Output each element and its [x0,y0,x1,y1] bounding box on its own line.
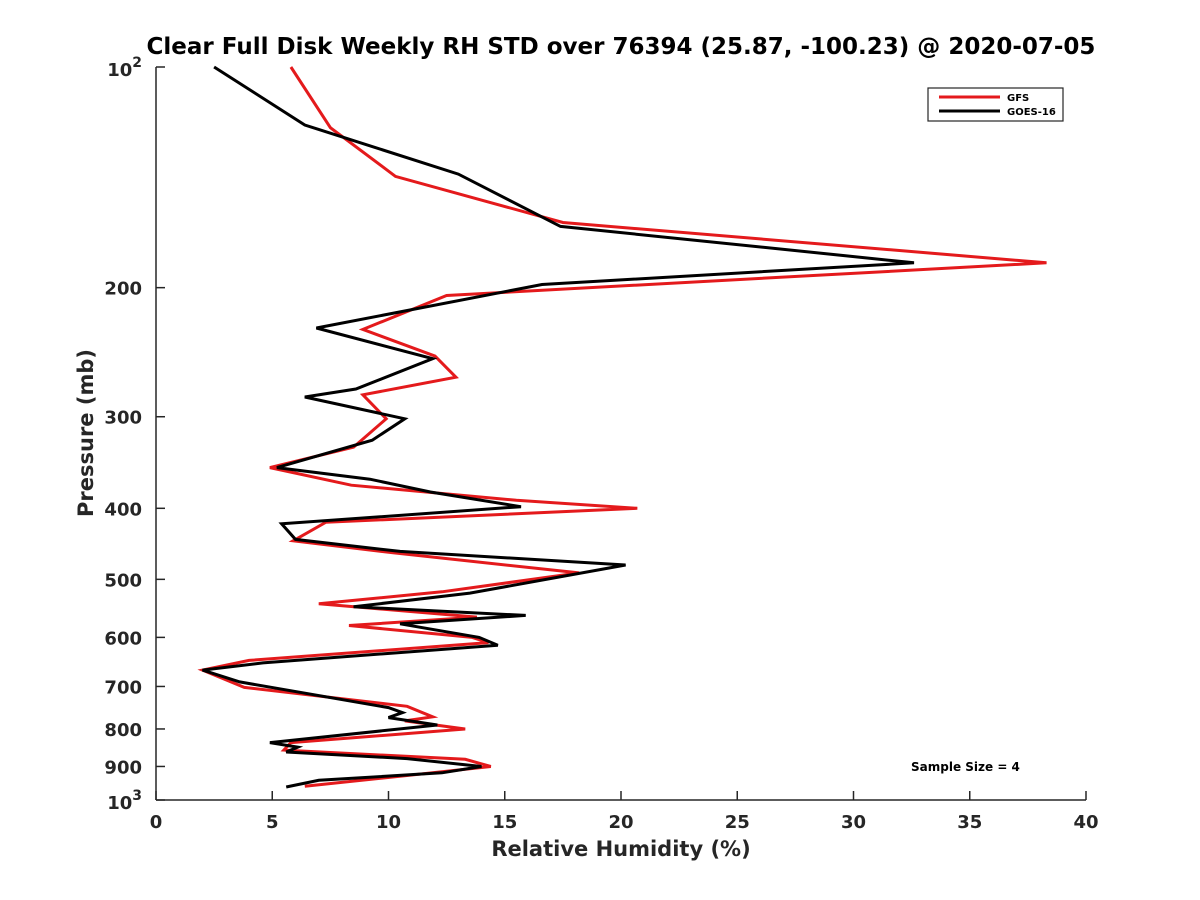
x-tick-label: 30 [841,812,866,833]
sample-size-annotation: Sample Size = 4 [911,760,1020,774]
x-tick-label: 15 [492,812,517,833]
x-tick-label: 0 [150,812,163,833]
x-tick-label: 25 [725,812,750,833]
x-tick-label: 10 [376,812,401,833]
y-tick-label: 400 [104,499,142,520]
y-axis-ticks: 200 300 400 500 600 700 800 900 102 103 [104,55,165,814]
legend-label-goes-16: GOES-16 [1007,107,1056,118]
legend: GFS GOES-16 [927,87,1064,122]
x-axis-ticks: 0 5 10 15 20 25 30 35 40 [150,791,1099,833]
x-tick-label: 35 [957,812,982,833]
chart-title: Clear Full Disk Weekly RH STD over 76394… [147,34,1096,60]
legend-label-gfs: GFS [1007,93,1029,104]
y-decade-tick-label: 102 [107,55,142,81]
series-line-goes-16 [202,65,915,789]
y-tick-label: 700 [104,677,142,698]
y-axis-label: Pressure (mb) [74,349,98,517]
y-tick-label: 500 [104,570,142,591]
x-tick-label: 5 [266,812,279,833]
y-tick-label: 200 [104,279,142,300]
y-tick-label: 300 [104,408,142,429]
series-layer [197,65,1047,789]
y-tick-label: 900 [104,757,142,778]
x-tick-label: 40 [1073,812,1098,833]
legend-box [927,87,1064,122]
y-decade-tick-label: 103 [107,788,142,814]
x-axis-label: Relative Humidity (%) [491,837,750,861]
y-tick-label: 800 [104,720,142,741]
y-tick-label: 600 [104,628,142,649]
x-tick-label: 20 [608,812,633,833]
